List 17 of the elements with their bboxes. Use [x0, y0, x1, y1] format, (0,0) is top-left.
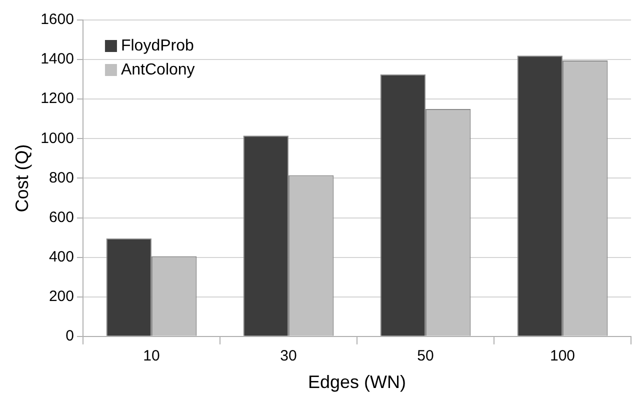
- x-tick-label: 30: [280, 348, 297, 365]
- y-tick-label: 0: [66, 328, 74, 345]
- x-tick-label: 50: [417, 348, 434, 365]
- y-tick-label: 400: [48, 248, 74, 266]
- legend-label: FloydProb: [120, 37, 194, 54]
- x-tick-label: 100: [550, 348, 576, 365]
- y-tick-label: 1200: [40, 90, 74, 108]
- y-tick-label: 800: [48, 169, 74, 186]
- y-tick-label: 1000: [40, 130, 74, 147]
- y-tick-label: 200: [48, 288, 74, 305]
- y-axis-title: Cost (Q): [12, 144, 32, 212]
- legend-label: AntColony: [120, 61, 195, 78]
- y-tick-label: 1600: [40, 11, 74, 28]
- x-axis-title: Edges (WN): [308, 372, 406, 392]
- y-tick-label: 1400: [40, 50, 74, 68]
- x-tick-label: 10: [143, 348, 160, 365]
- y-tick-label: 600: [48, 208, 74, 226]
